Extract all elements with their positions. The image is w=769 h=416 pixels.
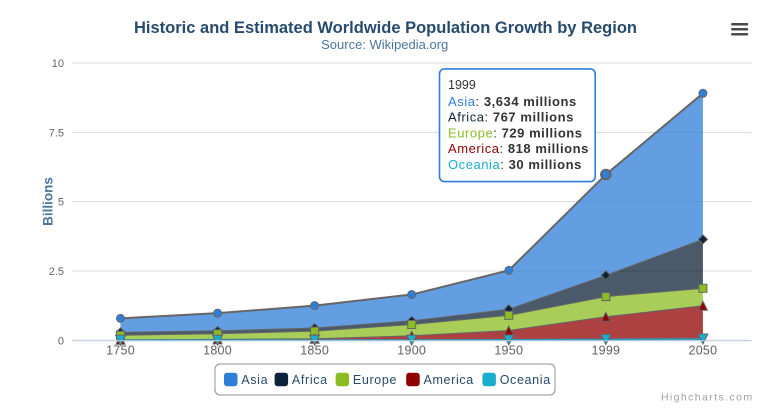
svg-text:2050: 2050 [689,343,718,357]
svg-text:7.5: 7.5 [49,127,64,139]
svg-text:Africa: Africa [292,373,328,387]
svg-text:1999: 1999 [591,343,620,357]
svg-text:1999: 1999 [448,78,476,92]
svg-text:1750: 1750 [106,343,135,357]
svg-text:Oceania: 30 millions: Oceania: 30 millions [448,157,582,172]
svg-text:Billions: Billions [41,177,56,226]
svg-text:1850: 1850 [300,343,329,357]
svg-text:10: 10 [52,58,64,70]
svg-text:Highcharts.com: Highcharts.com [661,391,754,403]
svg-text:America: 818 millions: America: 818 millions [448,141,589,156]
svg-text:Source: Wikipedia.org: Source: Wikipedia.org [321,37,448,52]
svg-text:Historic and Estimated Worldwi: Historic and Estimated Worldwide Populat… [134,19,637,37]
svg-text:1800: 1800 [203,343,232,357]
svg-text:2.5: 2.5 [49,266,64,278]
svg-text:Oceania: Oceania [500,373,551,387]
svg-text:5: 5 [58,197,64,209]
svg-text:0: 0 [58,335,64,347]
svg-text:Asia: Asia [241,373,268,387]
svg-text:1900: 1900 [397,343,426,357]
svg-text:Asia: 3,634 millions: Asia: 3,634 millions [448,94,577,109]
svg-text:1950: 1950 [494,343,523,357]
svg-text:Europe: 729 millions: Europe: 729 millions [448,125,583,140]
svg-text:Europe: Europe [353,373,397,387]
svg-text:America: America [424,373,474,387]
svg-text:Africa: 767 millions: Africa: 767 millions [448,109,574,124]
